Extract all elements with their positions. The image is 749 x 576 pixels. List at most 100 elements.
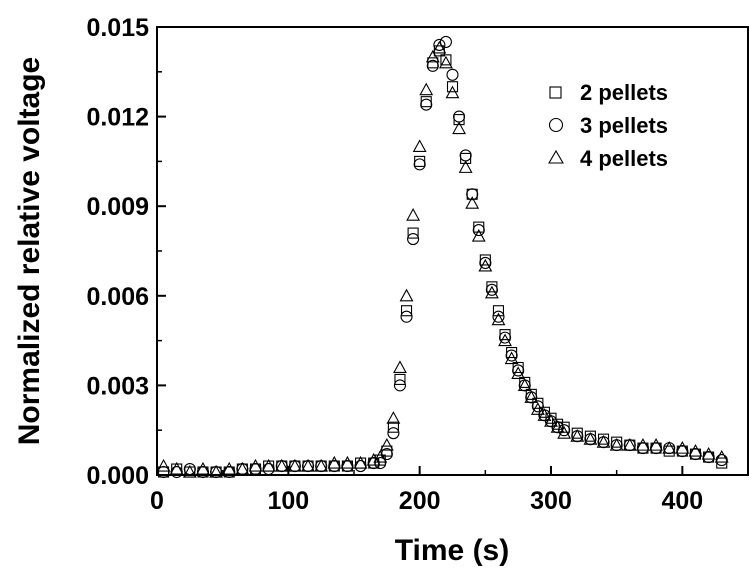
data-point-circle xyxy=(439,35,452,48)
data-point-triangle xyxy=(484,285,499,299)
y-tick-label: 0.000 xyxy=(86,462,149,490)
data-point-circle xyxy=(689,448,702,461)
series-4-pellets xyxy=(156,40,729,478)
data-point-circle xyxy=(466,188,479,201)
y-tick-label: 0.009 xyxy=(86,193,149,221)
data-point-triangle xyxy=(439,55,453,69)
data-point-triangle xyxy=(622,437,637,451)
data-point-triangle xyxy=(701,446,716,460)
data-point-circle xyxy=(459,149,472,162)
data-point-circle xyxy=(485,283,498,296)
y-axis-title: Normalized relative voltage xyxy=(13,57,46,445)
data-series xyxy=(156,35,729,479)
data-point-triangle xyxy=(524,390,539,403)
data-point-circle xyxy=(341,459,354,473)
data-point-circle xyxy=(400,310,413,323)
data-point-circle xyxy=(433,38,446,51)
data-point-triangle xyxy=(537,408,552,421)
x-tick-label: 200 xyxy=(399,487,441,515)
data-point-circle xyxy=(498,331,512,344)
data-point-circle xyxy=(558,424,571,437)
data-point-triangle xyxy=(222,461,237,475)
data-point-triangle xyxy=(511,366,526,380)
legend-marker-circle xyxy=(548,117,564,133)
data-point-circle xyxy=(453,110,466,123)
data-point-circle xyxy=(676,445,689,458)
legend-label-4-pellets: 4 pellets xyxy=(580,146,668,171)
data-point-triangle xyxy=(517,378,532,391)
data-point-triangle xyxy=(340,455,355,469)
data-point-triangle xyxy=(432,40,447,54)
y-tick-label: 0.015 xyxy=(86,14,149,42)
data-point-circle xyxy=(407,233,420,246)
data-point-circle xyxy=(446,68,459,81)
data-point-circle xyxy=(492,310,505,323)
data-point-triangle xyxy=(570,429,585,442)
data-point-triangle xyxy=(261,458,276,472)
data-point-triangle xyxy=(366,452,381,466)
legend-item-3-pellets: 3 pellets xyxy=(548,113,668,138)
data-point-circle xyxy=(426,59,439,72)
data-point-square xyxy=(400,305,413,317)
data-point-circle xyxy=(505,349,518,362)
data-point-triangle xyxy=(550,420,565,433)
data-point-square xyxy=(446,81,459,93)
data-point-triangle xyxy=(156,458,171,472)
data-point-square xyxy=(716,457,728,469)
data-point-triangle xyxy=(379,437,394,451)
data-point-triangle xyxy=(406,208,421,221)
data-point-square xyxy=(440,54,452,66)
x-tick-label: 300 xyxy=(530,487,572,515)
legend-item-2-pellets: 2 pellets xyxy=(549,80,668,105)
data-point-square xyxy=(407,227,419,239)
data-point-triangle xyxy=(248,458,263,472)
data-point-circle xyxy=(636,442,649,455)
data-point-triangle xyxy=(498,333,512,347)
axis-tick-labels: 0 100 200 300 400 0.000 0.003 0.006 0.009 0.012 0.… xyxy=(86,14,703,515)
data-point-triangle xyxy=(478,258,493,272)
data-point-square xyxy=(414,155,426,167)
legend-label-2-pellets: 2 pellets xyxy=(580,80,668,105)
x-axis-title: Time (s) xyxy=(395,534,509,567)
data-point-circle xyxy=(374,457,387,470)
data-point-circle xyxy=(387,427,400,440)
data-point-triangle xyxy=(182,464,197,478)
data-point-circle xyxy=(393,379,407,392)
x-tick-label: 0 xyxy=(150,487,164,515)
data-point-circle xyxy=(367,457,380,470)
data-point-triangle xyxy=(412,139,427,153)
data-point-circle xyxy=(328,459,341,473)
data-point-triangle xyxy=(393,360,407,374)
data-point-circle xyxy=(249,462,262,476)
data-point-triangle xyxy=(301,458,315,472)
data-point-triangle xyxy=(649,437,663,451)
data-point-triangle xyxy=(169,461,184,475)
data-point-triangle xyxy=(452,121,466,135)
data-point-triangle xyxy=(530,402,545,415)
data-point-triangle xyxy=(274,458,289,472)
data-point-triangle xyxy=(419,82,434,96)
data-point-triangle xyxy=(445,85,460,99)
data-point-triangle xyxy=(353,455,368,469)
y-tick-label: 0.012 xyxy=(86,104,149,132)
data-point-triangle xyxy=(287,458,302,472)
data-point-circle xyxy=(479,256,492,269)
data-point-square xyxy=(492,305,505,317)
data-point-triangle xyxy=(596,434,611,448)
data-point-triangle xyxy=(465,196,480,209)
data-point-triangle xyxy=(714,449,729,463)
data-point-circle xyxy=(702,451,715,464)
legend-item-4-pellets: 4 pellets xyxy=(548,146,668,171)
data-point-triangle xyxy=(609,437,624,451)
data-point-triangle xyxy=(504,351,519,365)
data-point-circle xyxy=(531,400,544,413)
data-point-triangle xyxy=(491,312,506,326)
data-point-square xyxy=(427,57,439,69)
data-point-triangle xyxy=(373,449,388,463)
data-point-circle xyxy=(183,462,196,476)
data-point-triangle xyxy=(399,288,414,302)
x-tick-label: 100 xyxy=(267,487,309,515)
data-point-triangle xyxy=(458,160,473,173)
data-point-triangle xyxy=(557,426,572,439)
data-point-square xyxy=(387,421,399,433)
